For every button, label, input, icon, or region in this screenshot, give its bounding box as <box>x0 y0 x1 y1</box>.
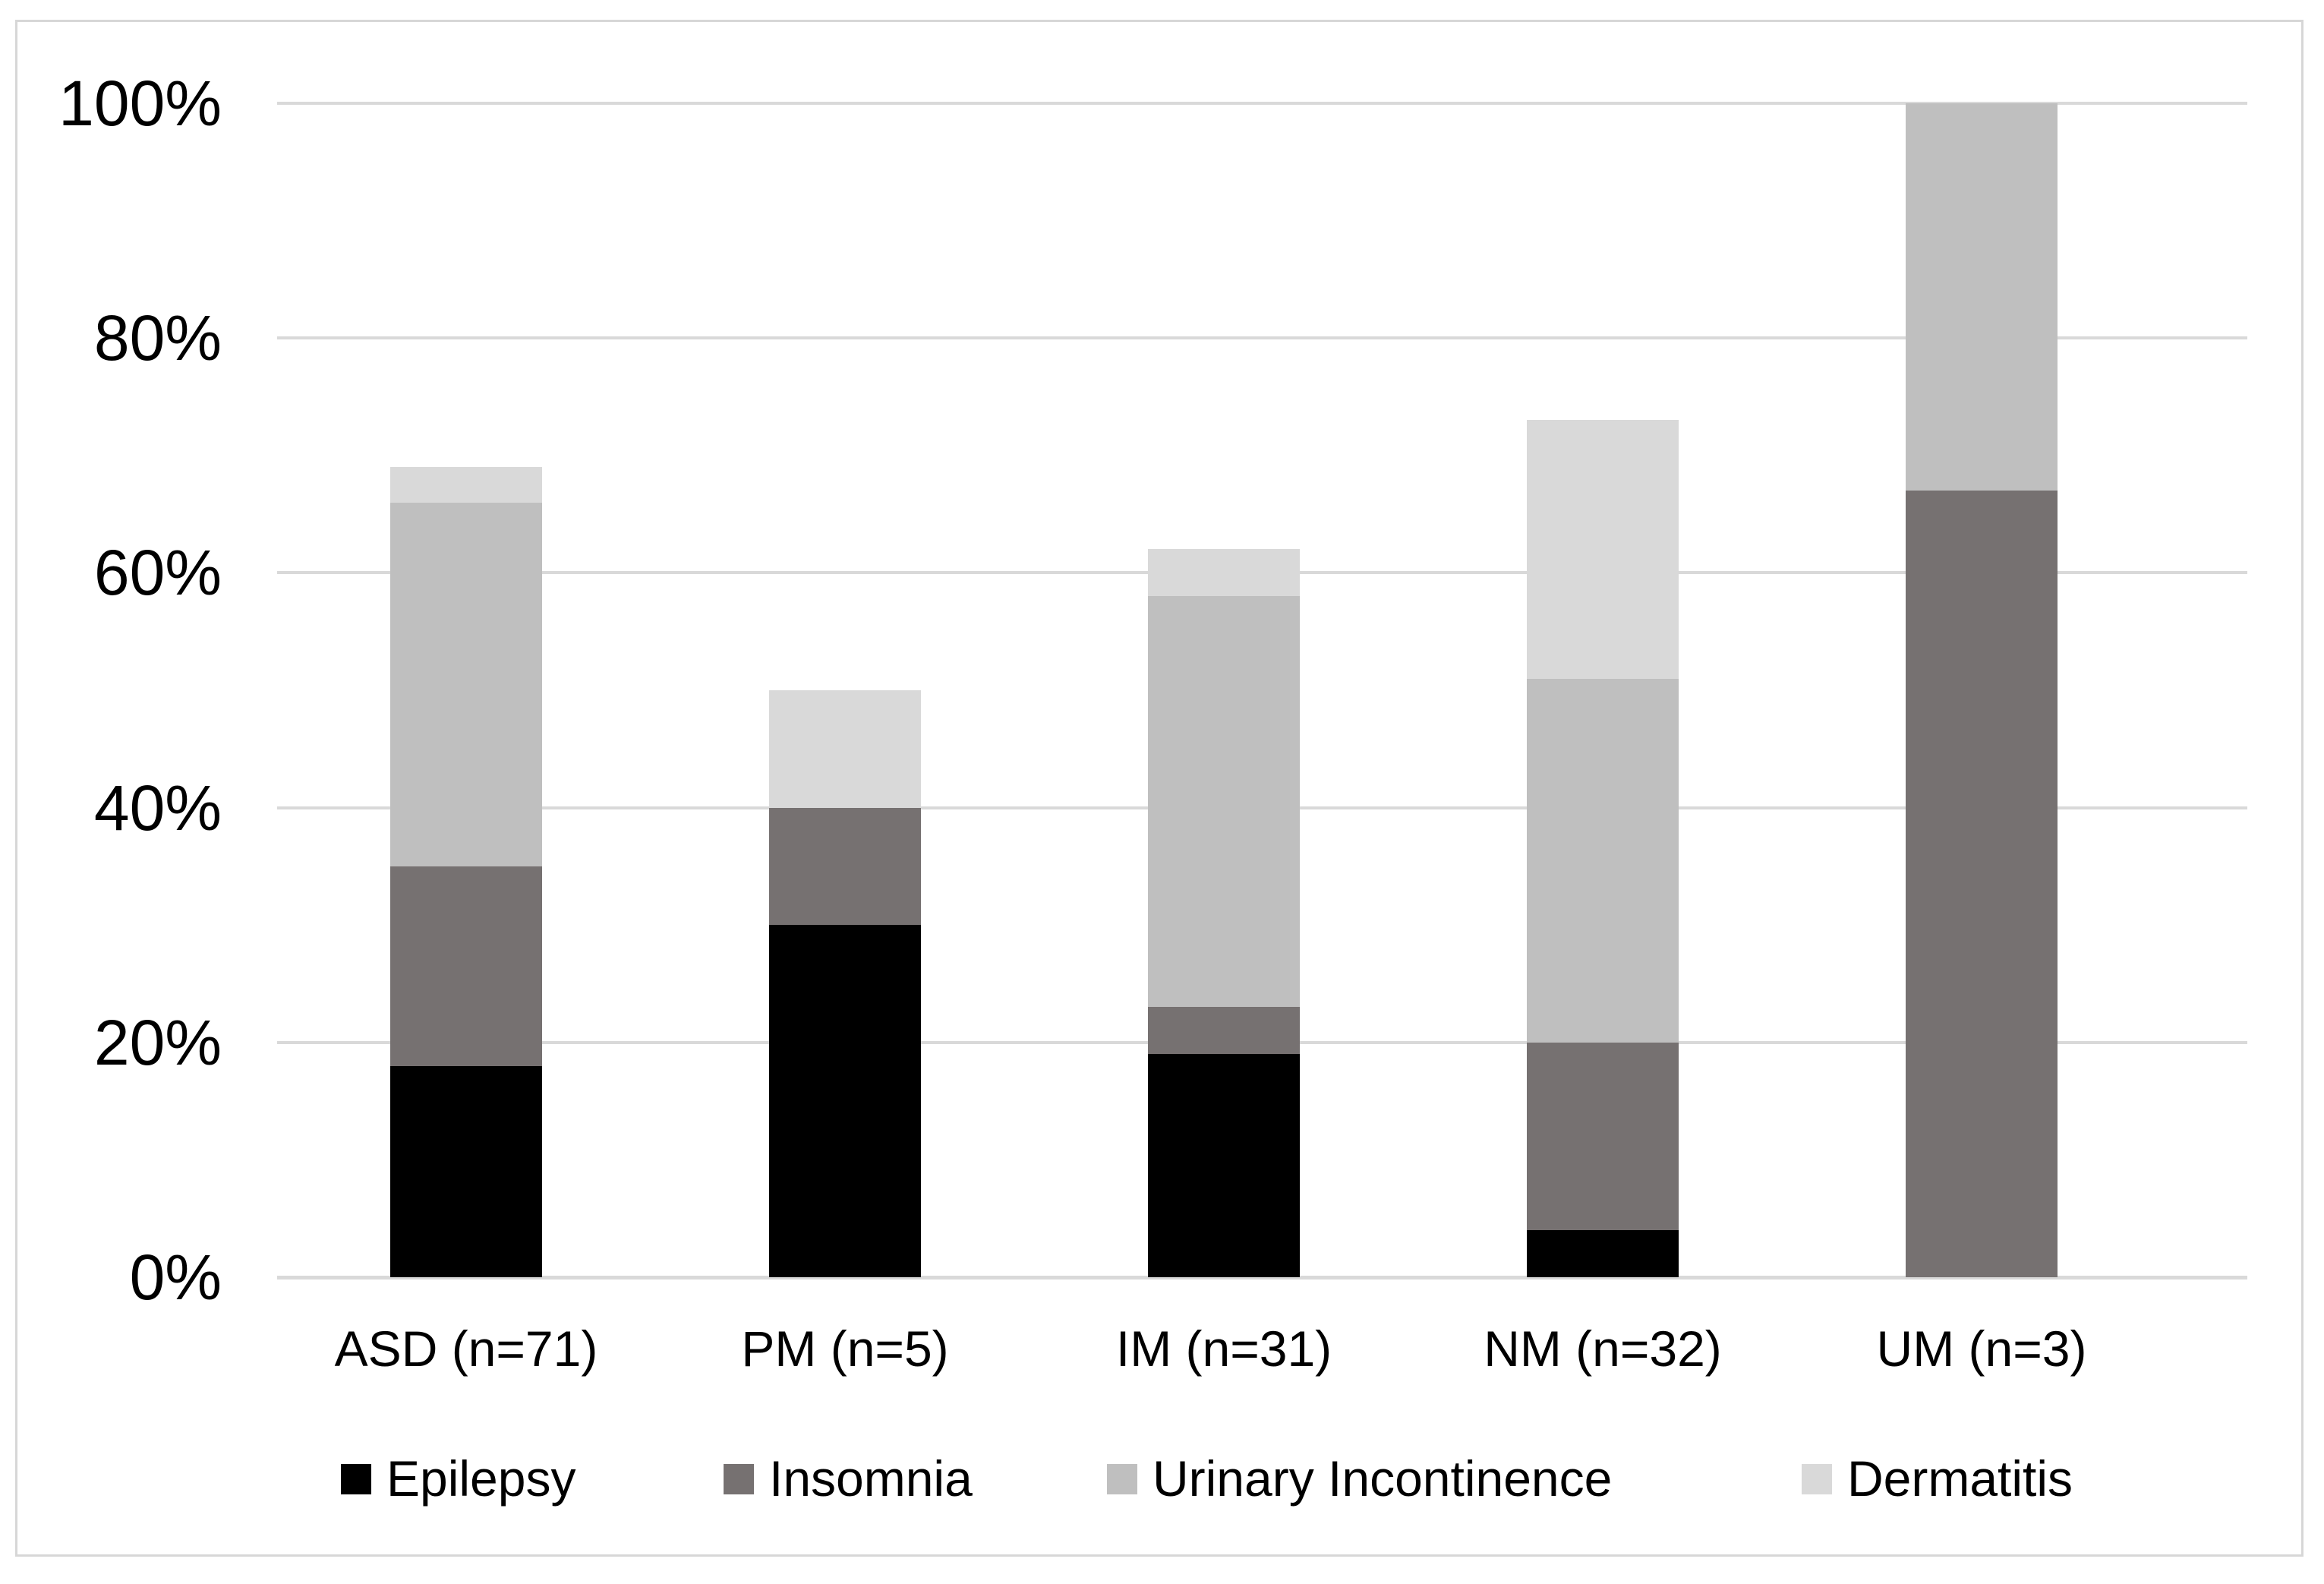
y-tick-label-0: 0% <box>129 1242 222 1313</box>
x-category-label-um: UM (n=3) <box>1876 1321 2087 1377</box>
bar-segment-um-insomnia <box>1906 491 2058 1277</box>
x-category-label-asd: ASD (n=71) <box>334 1321 598 1377</box>
y-tick-label-80: 80% <box>93 302 222 374</box>
y-tick-label-40: 40% <box>93 771 222 844</box>
bar-segment-nm-dermatitis <box>1527 420 1679 679</box>
bar-segment-im-insomnia <box>1148 1007 1300 1055</box>
gridline-80 <box>277 336 2247 340</box>
bar-segment-im-dermatitis <box>1148 549 1300 597</box>
bar-segment-im-urinary-incontinence <box>1148 596 1300 1008</box>
gridline-100 <box>277 102 2247 105</box>
legend-label: Insomnia <box>769 1450 973 1507</box>
bar-segment-nm-epilepsy <box>1527 1230 1679 1277</box>
x-category-label-pm: PM (n=5) <box>741 1321 949 1377</box>
bar-segment-nm-urinary-incontinence <box>1527 678 1679 1043</box>
x-axis-line <box>277 1276 2247 1280</box>
chart-frame-border <box>15 20 2304 1557</box>
y-tick-label-20: 20% <box>93 1006 222 1078</box>
legend-label: Urinary Incontinence <box>1153 1450 1613 1507</box>
legend-swatch-icon <box>341 1464 371 1494</box>
y-tick-label-100: 100% <box>58 68 222 139</box>
bar-segment-pm-insomnia <box>769 807 921 926</box>
x-category-label-im: IM (n=31) <box>1115 1321 1332 1377</box>
legend-swatch-icon <box>724 1464 754 1494</box>
bar-segment-pm-dermatitis <box>769 690 921 808</box>
legend-swatch-icon <box>1107 1464 1137 1494</box>
bar-segment-asd-insomnia <box>390 866 542 1066</box>
y-tick-label-60: 60% <box>93 537 222 609</box>
bar-segment-asd-epilepsy <box>390 1065 542 1277</box>
bar-segment-nm-insomnia <box>1527 1042 1679 1231</box>
legend-label: Epilepsy <box>386 1450 576 1507</box>
legend-swatch-icon <box>1802 1464 1832 1494</box>
legend-label: Dermatitis <box>1847 1450 2073 1507</box>
bar-segment-asd-urinary-incontinence <box>390 502 542 866</box>
x-category-label-nm: NM (n=32) <box>1484 1321 1722 1377</box>
bar-segment-um-urinary-incontinence <box>1906 103 2058 491</box>
bar-segment-im-epilepsy <box>1148 1054 1300 1277</box>
bar-segment-asd-dermatitis <box>390 467 542 503</box>
bar-segment-pm-epilepsy <box>769 925 921 1277</box>
